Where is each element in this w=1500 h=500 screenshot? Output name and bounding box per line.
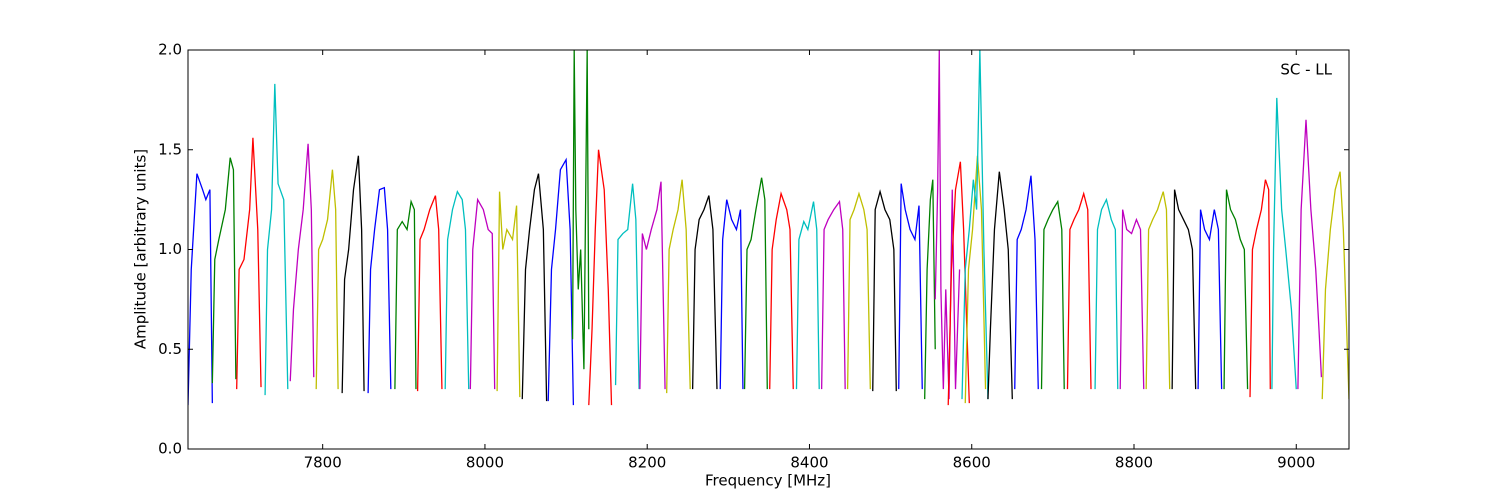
series-line [588,149,613,406]
series-group [188,50,1349,406]
series-line [1171,189,1197,390]
x-tick-label: 8800 [1115,454,1153,472]
series-line [341,155,365,394]
series-line [367,186,392,394]
series-line [1014,175,1039,390]
series-line [394,199,417,390]
series-line [1197,209,1223,390]
series-line [315,169,339,390]
series-line [846,191,871,390]
x-axis-label: Frequency [MHz] [705,472,831,490]
series-line [1271,97,1297,390]
series-line [666,179,691,394]
plot-area [188,50,1349,449]
y-tick-label: 2.0 [158,41,182,59]
y-axis-label: Amplitude [arbitrary units] [132,149,150,349]
series-line [820,199,846,390]
series-line [416,195,443,392]
series-line [236,137,262,390]
series-line [872,189,897,392]
series-line [898,183,923,390]
series-line [769,191,794,390]
x-tick-label: 8600 [953,454,991,472]
y-tick-label: 0.0 [158,440,182,458]
series-line [934,50,961,400]
series-line [719,199,744,390]
series-line [1145,191,1171,390]
series-line [211,157,237,384]
series-line [1119,209,1145,390]
series-line [639,181,666,390]
x-tick-label: 8000 [466,454,504,472]
series-line [1066,191,1092,390]
series-line [961,50,989,400]
series-line [264,83,289,396]
series-line [743,177,768,390]
x-tick-label: 8400 [790,454,828,472]
x-tick-label: 7800 [304,454,342,472]
series-line [1040,199,1065,390]
series-line [1223,189,1249,390]
series-line [444,190,470,390]
series-line [571,50,590,370]
y-tick-label: 1.0 [158,240,182,258]
series-line [469,197,496,390]
series-line [1297,119,1323,390]
series-line [1094,197,1119,390]
series-line [614,183,640,390]
series-line [795,201,820,390]
y-tick-label: 0.5 [158,340,182,358]
series-line [496,191,521,398]
x-tick-label: 8200 [628,454,666,472]
x-tick-label: 9000 [1277,454,1315,472]
series-line [289,143,315,382]
series-line [188,173,213,406]
series-line [547,157,575,406]
series-line [521,173,548,402]
y-tick-label: 1.5 [158,140,182,158]
series-line [691,195,718,390]
series-line [1249,179,1271,398]
series-line [924,179,936,400]
series-line [1321,171,1349,400]
annotation: SC - LL [1280,61,1332,79]
series-line [987,171,1013,400]
